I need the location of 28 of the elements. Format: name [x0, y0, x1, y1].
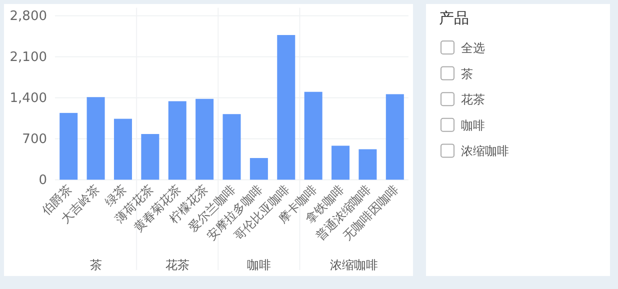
- text: 咖啡: [461, 118, 485, 132]
- text: 产品: [439, 9, 469, 27]
- y-tick-label: 2,800: [10, 9, 47, 24]
- y-tick-label: 0: [38, 173, 47, 188]
- bar: [250, 158, 268, 180]
- text: 浓缩咖啡: [330, 258, 378, 272]
- text: 全选: [461, 41, 485, 55]
- text: 花茶: [165, 258, 190, 272]
- text: 花茶: [461, 92, 485, 107]
- bar: [114, 118, 132, 180]
- y-tick-label: 1,400: [10, 91, 47, 106]
- text: 茶: [90, 258, 102, 272]
- text: 浓缩咖啡: [461, 144, 509, 158]
- bar: [277, 35, 296, 180]
- bar: [222, 114, 241, 180]
- bar: [332, 146, 350, 180]
- bar: [141, 134, 160, 180]
- y-tick-label: 700: [22, 132, 47, 148]
- bar: [358, 149, 377, 180]
- bar: [168, 101, 186, 180]
- text: 茶: [461, 66, 473, 81]
- y-tick-label: 2,100: [10, 50, 47, 66]
- bar: [60, 112, 78, 180]
- text: 咖啡: [246, 258, 271, 272]
- bar: [304, 92, 322, 180]
- bar: [86, 97, 105, 180]
- bar: [386, 94, 404, 180]
- bar: [196, 98, 214, 180]
